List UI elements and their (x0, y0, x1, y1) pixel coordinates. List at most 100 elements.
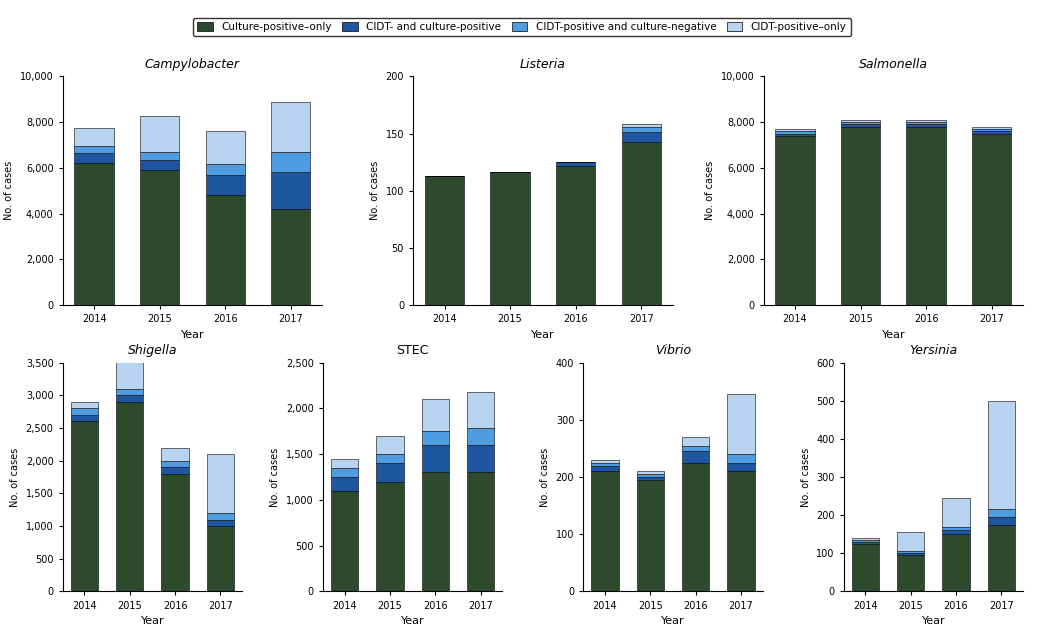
Bar (621, 142, 661, 305)
Bar (943, 534, 970, 591)
Bar (206, 165, 245, 175)
Y-axis label: No. of cases: No. of cases (370, 161, 380, 221)
Bar (331, 468, 358, 477)
Bar (116, 402, 143, 591)
Bar (682, 437, 709, 445)
Title: Shigella: Shigella (127, 344, 177, 357)
Bar (207, 513, 234, 520)
Bar (592, 471, 619, 591)
X-axis label: Year: Year (661, 616, 685, 626)
Bar (71, 415, 98, 422)
Bar (840, 125, 880, 127)
Bar (776, 136, 814, 305)
Title: Yersinia: Yersinia (909, 344, 957, 357)
Bar (377, 481, 404, 591)
Title: Listeria: Listeria (520, 58, 566, 71)
Bar (637, 474, 664, 477)
Bar (74, 153, 114, 163)
Title: Campylobacter: Campylobacter (145, 58, 240, 71)
Bar (116, 395, 143, 402)
Bar (74, 146, 114, 153)
Bar (840, 127, 880, 305)
Bar (897, 532, 924, 551)
Bar (71, 402, 98, 408)
Bar (897, 553, 924, 555)
Bar (467, 429, 494, 445)
Bar (377, 454, 404, 463)
Bar (897, 551, 924, 553)
Bar (422, 445, 449, 473)
Bar (972, 127, 1012, 129)
Bar (271, 172, 310, 209)
Title: STEC: STEC (397, 344, 429, 357)
Bar (988, 401, 1015, 509)
Y-axis label: No. of cases: No. of cases (270, 447, 281, 507)
Bar (776, 134, 814, 136)
Bar (467, 445, 494, 473)
Bar (621, 127, 661, 132)
Bar (271, 152, 310, 172)
Bar (943, 498, 970, 527)
Bar (271, 102, 310, 152)
Y-axis label: No. of cases: No. of cases (10, 447, 20, 507)
Bar (728, 454, 755, 463)
Bar (897, 555, 924, 591)
Bar (207, 454, 234, 513)
Bar (331, 459, 358, 468)
Bar (776, 129, 814, 131)
Bar (852, 540, 879, 542)
X-axis label: Year: Year (881, 330, 905, 340)
Bar (116, 389, 143, 395)
Bar (776, 131, 814, 134)
Bar (840, 122, 880, 125)
X-axis label: Year: Year (181, 330, 205, 340)
Bar (162, 448, 189, 460)
Bar (637, 480, 664, 591)
Bar (972, 134, 1012, 305)
X-axis label: Year: Year (141, 616, 164, 626)
Bar (906, 120, 946, 122)
Bar (207, 526, 234, 591)
Bar (140, 152, 180, 160)
X-axis label: Year: Year (922, 616, 945, 626)
Bar (840, 120, 880, 122)
Bar (206, 131, 245, 165)
Bar (491, 172, 529, 305)
Bar (74, 128, 114, 146)
Bar (556, 162, 595, 165)
Bar (682, 463, 709, 591)
Bar (682, 445, 709, 452)
Bar (637, 471, 664, 474)
Bar (71, 422, 98, 591)
Bar (377, 436, 404, 454)
Bar (972, 131, 1012, 134)
Title: Salmonella: Salmonella (859, 58, 928, 71)
Bar (852, 542, 879, 544)
Bar (140, 170, 180, 305)
Bar (206, 195, 245, 305)
Bar (71, 408, 98, 415)
Bar (140, 116, 180, 152)
Y-axis label: No. of cases: No. of cases (705, 161, 715, 221)
Bar (116, 359, 143, 389)
Bar (422, 399, 449, 431)
X-axis label: Year: Year (531, 330, 554, 340)
Y-axis label: No. of cases: No. of cases (801, 447, 810, 507)
Bar (728, 394, 755, 454)
Bar (852, 538, 879, 540)
Bar (162, 460, 189, 467)
Bar (74, 163, 114, 305)
Bar (972, 129, 1012, 131)
Bar (682, 452, 709, 463)
Bar (906, 125, 946, 127)
Bar (592, 460, 619, 463)
Bar (422, 473, 449, 591)
Bar (377, 463, 404, 481)
Bar (140, 160, 180, 170)
Bar (162, 474, 189, 591)
Bar (271, 209, 310, 305)
Bar (621, 132, 661, 142)
Bar (637, 477, 664, 480)
Bar (331, 491, 358, 591)
Bar (422, 431, 449, 445)
